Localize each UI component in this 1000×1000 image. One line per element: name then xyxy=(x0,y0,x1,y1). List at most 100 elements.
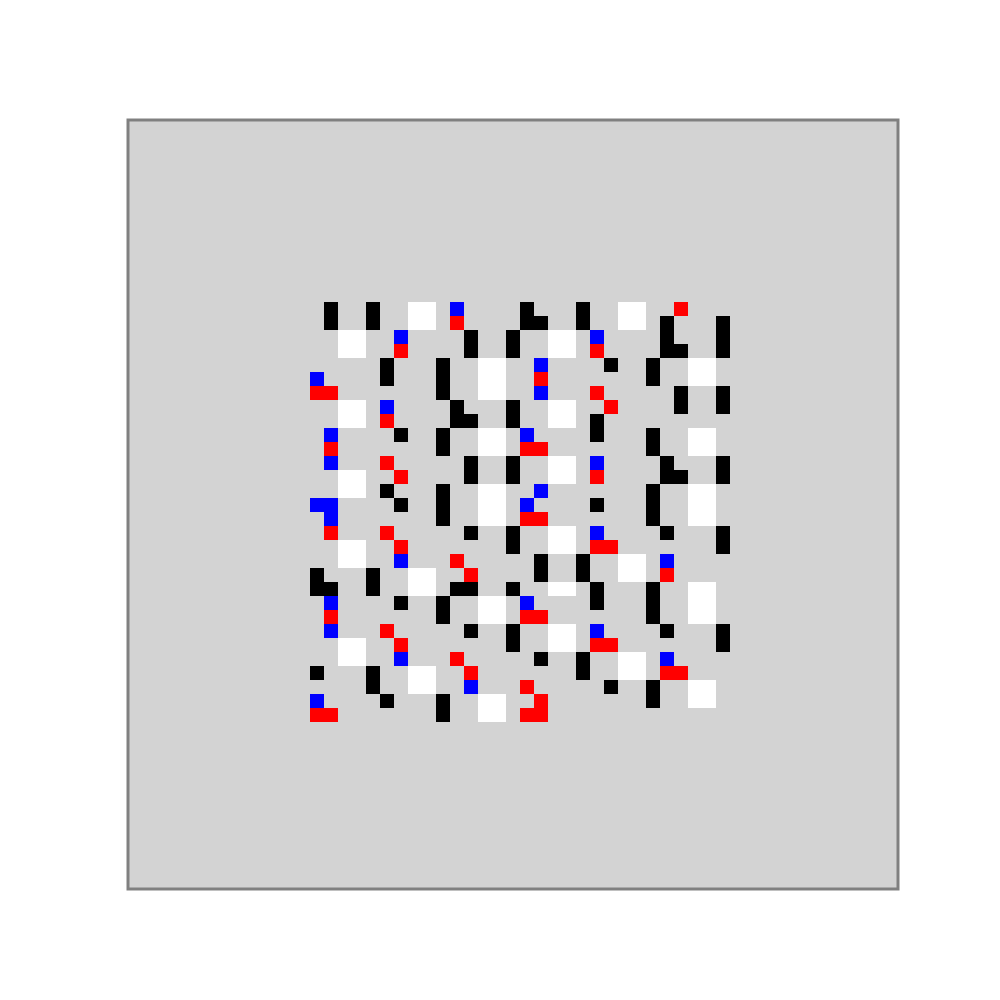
cell xyxy=(506,400,520,414)
cell xyxy=(660,526,674,540)
cell xyxy=(660,456,674,470)
cell xyxy=(660,316,674,330)
cell xyxy=(548,582,562,596)
cell xyxy=(450,582,464,596)
cell xyxy=(394,470,408,484)
cell xyxy=(464,470,478,484)
cell xyxy=(436,358,450,372)
cell xyxy=(380,372,394,386)
cell xyxy=(646,484,660,498)
cell xyxy=(366,302,380,316)
cell xyxy=(352,652,366,666)
cell xyxy=(562,400,576,414)
cell xyxy=(590,582,604,596)
cell xyxy=(380,694,394,708)
cell xyxy=(338,652,352,666)
cell xyxy=(408,666,422,680)
cell xyxy=(450,554,464,568)
cell xyxy=(702,680,716,694)
cell xyxy=(688,694,702,708)
cell xyxy=(352,638,366,652)
cell xyxy=(464,330,478,344)
cell xyxy=(520,428,534,442)
cell xyxy=(464,624,478,638)
cell xyxy=(310,498,324,512)
cell xyxy=(324,582,338,596)
cell xyxy=(534,512,548,526)
cell xyxy=(310,386,324,400)
cell xyxy=(492,708,506,722)
cell xyxy=(534,442,548,456)
cell xyxy=(604,358,618,372)
cell xyxy=(702,610,716,624)
cell xyxy=(492,442,506,456)
cell xyxy=(548,540,562,554)
cell xyxy=(478,610,492,624)
cell xyxy=(506,540,520,554)
cell xyxy=(590,470,604,484)
cell xyxy=(688,680,702,694)
cell xyxy=(478,484,492,498)
cell xyxy=(450,414,464,428)
cell xyxy=(380,624,394,638)
cell xyxy=(436,596,450,610)
cell xyxy=(464,666,478,680)
cell xyxy=(618,568,632,582)
cell xyxy=(408,316,422,330)
cell xyxy=(548,344,562,358)
cell xyxy=(688,596,702,610)
cell xyxy=(562,344,576,358)
cell xyxy=(646,358,660,372)
cell xyxy=(338,554,352,568)
cell xyxy=(436,442,450,456)
cell xyxy=(352,330,366,344)
cell xyxy=(674,666,688,680)
cell xyxy=(338,400,352,414)
cell xyxy=(576,316,590,330)
cell xyxy=(422,680,436,694)
cell xyxy=(310,666,324,680)
cell xyxy=(324,302,338,316)
cell xyxy=(646,512,660,526)
cell xyxy=(646,428,660,442)
cell xyxy=(590,596,604,610)
cell xyxy=(702,442,716,456)
cell xyxy=(394,330,408,344)
cell xyxy=(478,694,492,708)
cell xyxy=(352,414,366,428)
cell xyxy=(534,554,548,568)
cell xyxy=(660,554,674,568)
cell xyxy=(352,484,366,498)
cell xyxy=(436,610,450,624)
cell xyxy=(632,554,646,568)
cell xyxy=(534,652,548,666)
cell xyxy=(632,652,646,666)
cell xyxy=(450,302,464,316)
cell xyxy=(520,442,534,456)
cell xyxy=(436,428,450,442)
cell xyxy=(338,330,352,344)
cell xyxy=(520,512,534,526)
cell xyxy=(590,456,604,470)
cell xyxy=(506,456,520,470)
cell xyxy=(646,498,660,512)
cell xyxy=(632,302,646,316)
cell xyxy=(506,638,520,652)
cell xyxy=(380,414,394,428)
cell xyxy=(436,498,450,512)
cell xyxy=(590,526,604,540)
cell xyxy=(324,456,338,470)
cell xyxy=(380,400,394,414)
cell xyxy=(394,344,408,358)
cell xyxy=(590,330,604,344)
cell xyxy=(478,498,492,512)
cell xyxy=(646,680,660,694)
cell xyxy=(702,358,716,372)
cell xyxy=(548,414,562,428)
cell xyxy=(478,596,492,610)
cell xyxy=(394,428,408,442)
cell xyxy=(408,582,422,596)
cell xyxy=(338,484,352,498)
cell xyxy=(422,302,436,316)
cell xyxy=(688,442,702,456)
